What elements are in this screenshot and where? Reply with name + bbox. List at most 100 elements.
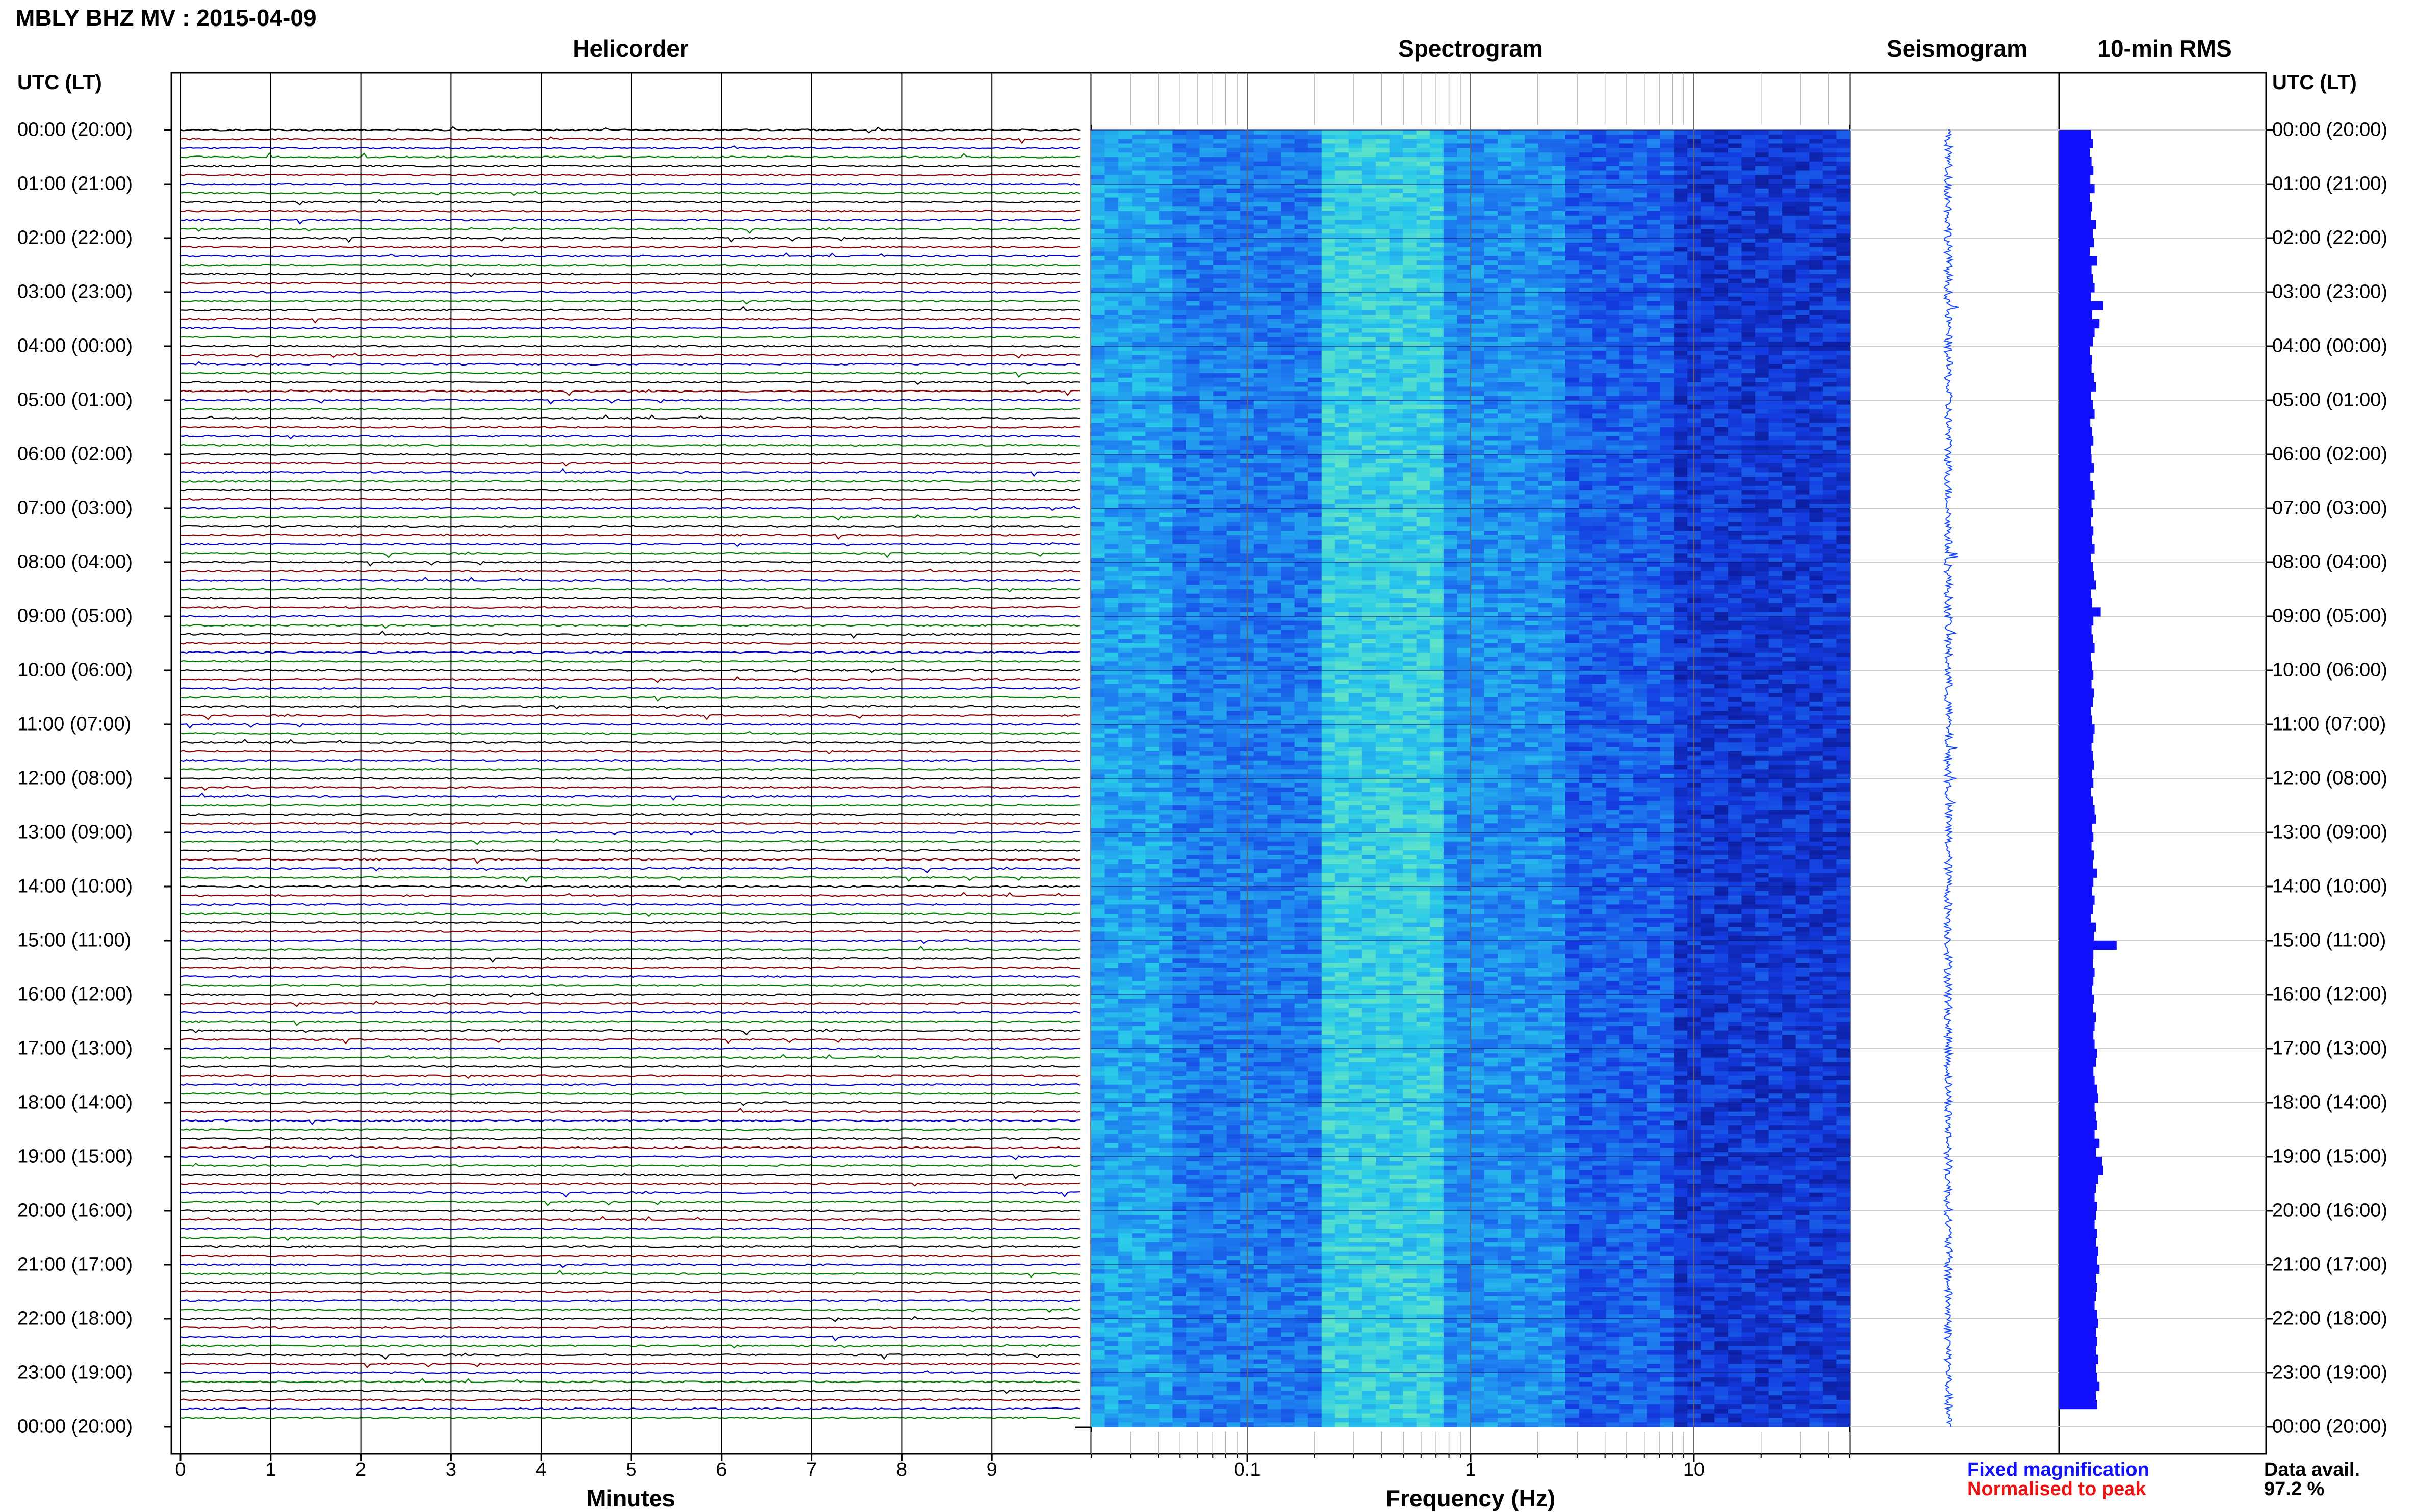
spectrogram-cell <box>1471 152 1484 157</box>
spectrogram-cell <box>1186 233 1200 238</box>
spectrogram-cell <box>1444 418 1457 423</box>
spectrogram-cell <box>1213 490 1227 495</box>
spectrogram-cell <box>1836 243 1850 247</box>
spectrogram-cell <box>1295 414 1308 419</box>
spectrogram-cell <box>1782 171 1796 175</box>
spectrogram-cell <box>1538 148 1552 152</box>
spectrogram-cell <box>1281 260 1295 265</box>
spectrogram-cell <box>1376 157 1390 162</box>
spectrogram-cell <box>1322 198 1335 202</box>
spectrogram-cell <box>1782 495 1796 500</box>
spectrogram-cell <box>1660 477 1674 481</box>
spectrogram-cell <box>1471 319 1484 324</box>
spectrogram-cell <box>1267 324 1281 328</box>
spectrogram-cell <box>1714 355 1728 360</box>
spectrogram-cell <box>1335 364 1349 369</box>
spectrogram-cell <box>1633 283 1647 288</box>
spectrogram-cell <box>1525 225 1538 229</box>
spectrogram-cell <box>1132 351 1146 355</box>
spectrogram-cell <box>1281 472 1295 477</box>
spectrogram-cell <box>1836 360 1850 364</box>
spectrogram-cell <box>1172 216 1186 220</box>
spectrogram-cell <box>1782 301 1796 306</box>
spectrogram-cell <box>1592 144 1606 148</box>
spectrogram-cell <box>1823 265 1837 270</box>
spectrogram-cell <box>1159 445 1173 450</box>
spectrogram-cell <box>1674 328 1688 333</box>
spectrogram-cell <box>1417 184 1430 189</box>
spectrogram-cell <box>1200 198 1214 202</box>
spectrogram-cell <box>1105 333 1119 337</box>
spectrogram-cell <box>1606 459 1620 463</box>
spectrogram-cell <box>1525 206 1538 211</box>
spectrogram-cell <box>1809 256 1823 260</box>
spectrogram-cell <box>1335 436 1349 441</box>
spectrogram-cell <box>1227 324 1241 328</box>
spectrogram-cell <box>1552 283 1565 288</box>
spectrogram-cell <box>1769 418 1783 423</box>
spectrogram-cell <box>1132 324 1146 328</box>
helicorder-trace <box>181 877 1080 881</box>
spectrogram-cell <box>1498 270 1511 274</box>
spectrogram-cell <box>1714 319 1728 324</box>
spectrogram-cell <box>1362 414 1376 419</box>
spectrogram-cell <box>1457 468 1471 473</box>
spectrogram-cell <box>1254 355 1268 360</box>
spectrogram-cell <box>1619 400 1633 405</box>
spectrogram-cell <box>1552 306 1565 310</box>
spectrogram-cell <box>1430 463 1444 468</box>
spectrogram-cell <box>1308 247 1322 252</box>
spectrogram-cell <box>1538 445 1552 450</box>
spectrogram-cell <box>1741 270 1755 274</box>
spectrogram-cell <box>1836 301 1850 306</box>
spectrogram-cell <box>1213 463 1227 468</box>
spectrogram-cell <box>1565 436 1579 441</box>
spectrogram-cell <box>1728 477 1742 481</box>
spectrogram-cell <box>1796 202 1810 206</box>
spectrogram-cell <box>1281 360 1295 364</box>
spectrogram-cell <box>1741 189 1755 193</box>
spectrogram-cell <box>1579 409 1593 414</box>
spectrogram-cell <box>1213 225 1227 229</box>
spectrogram-cell <box>1390 459 1403 463</box>
spectrogram-cell <box>1295 279 1308 283</box>
spectrogram-cell <box>1525 346 1538 351</box>
spectrogram-cell <box>1417 166 1430 171</box>
spectrogram-cell <box>1701 342 1715 346</box>
spectrogram-cell <box>1335 441 1349 446</box>
spectrogram-cell <box>1592 355 1606 360</box>
spectrogram-cell <box>1308 166 1322 171</box>
spectrogram-cell <box>1267 391 1281 396</box>
spectrogram-cell <box>1295 152 1308 157</box>
spectrogram-cell <box>1701 396 1715 400</box>
spectrogram-cell <box>1254 306 1268 310</box>
spectrogram-cell <box>1728 139 1742 144</box>
spectrogram-cell <box>1322 179 1335 184</box>
spectrogram-cell <box>1213 337 1227 342</box>
spectrogram-cell <box>1633 162 1647 166</box>
spectrogram-cell <box>1403 130 1417 135</box>
spectrogram-cell <box>1105 369 1119 373</box>
spectrogram-cell <box>1295 301 1308 306</box>
spectrogram-cell <box>1701 198 1715 202</box>
spectrogram-cell <box>1647 297 1660 301</box>
spectrogram-cell <box>1322 301 1335 306</box>
spectrogram-cell <box>1755 427 1769 432</box>
spectrogram-cell <box>1159 387 1173 392</box>
spectrogram-cell <box>1511 463 1525 468</box>
spectrogram-cell <box>1484 454 1498 459</box>
spectrogram-cell <box>1660 297 1674 301</box>
spectrogram-cell <box>1444 148 1457 152</box>
spectrogram-cell <box>1579 468 1593 473</box>
spectrogram-cell <box>1132 189 1146 193</box>
spectrogram-cell <box>1836 211 1850 216</box>
helicorder-trace <box>181 787 1080 790</box>
spectrogram-cell <box>1823 450 1837 454</box>
spectrogram-cell <box>1579 171 1593 175</box>
spectrogram-cell <box>1172 247 1186 252</box>
spectrogram-cell <box>1213 378 1227 382</box>
spectrogram-cell <box>1430 198 1444 202</box>
spectrogram-cell <box>1091 166 1105 171</box>
spectrogram-cell <box>1525 387 1538 392</box>
spectrogram-cell <box>1511 233 1525 238</box>
